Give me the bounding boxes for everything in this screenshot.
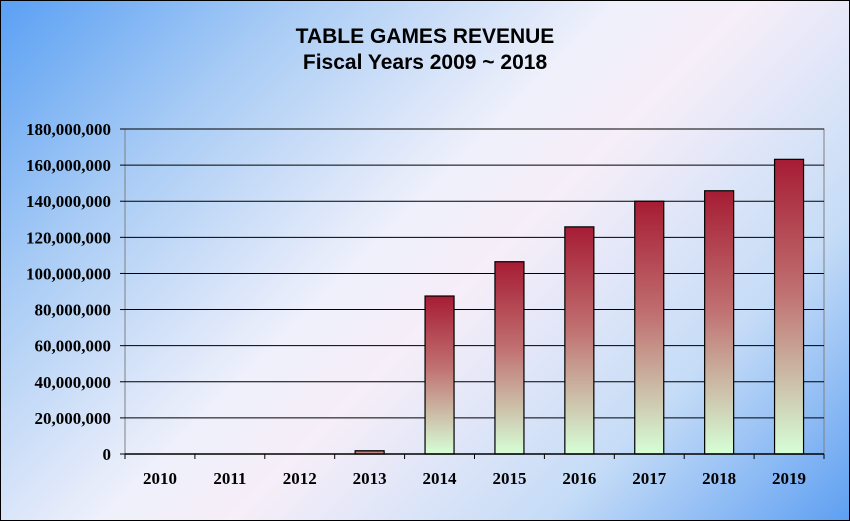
bar-2015 (494, 261, 525, 455)
x-tick-label: 2010 (143, 469, 177, 488)
y-tick-label: 40,000,000 (35, 373, 112, 392)
x-tick-label: 2012 (283, 469, 317, 488)
x-tick-label: 2011 (213, 469, 246, 488)
y-tick-label: 180,000,000 (26, 120, 111, 139)
y-tick-label: 60,000,000 (35, 337, 112, 356)
x-tick-label: 2018 (702, 469, 736, 488)
y-tick-label: 160,000,000 (26, 156, 111, 175)
x-axis: 2010 2011 2012 2013 2014 2015 2016 2017 2018 2019 (124, 453, 825, 488)
bar-2014 (424, 295, 455, 455)
y-tick-label: 0 (103, 445, 112, 464)
chart-subtitle: Fiscal Years 2009 ~ 2018 (302, 51, 548, 74)
y-tick-label: 80,000,000 (35, 301, 112, 320)
y-axis: 0 20,000,000 40,000,000 60,000,000 80,000,00… (26, 120, 125, 464)
x-tick-label: 2016 (562, 469, 596, 488)
bar-2017 (634, 200, 665, 455)
y-tick-label: 120,000,000 (26, 228, 111, 247)
y-tick-label: 140,000,000 (26, 192, 111, 211)
y-tick-label: 100,000,000 (26, 264, 111, 283)
x-tick-label: 2019 (772, 469, 806, 488)
x-tick-label: 2014 (423, 469, 458, 488)
x-tick-label: 2013 (353, 469, 387, 488)
bar-2019 (773, 158, 805, 455)
bar-2016 (564, 226, 595, 455)
bars (354, 158, 805, 455)
x-tick-label: 2015 (492, 469, 526, 488)
y-tick-label: 20,000,000 (35, 409, 112, 428)
chart-title: TABLE GAMES REVENUE (295, 25, 555, 48)
x-tick-label: 2017 (632, 469, 667, 488)
bar-2018 (704, 190, 735, 455)
